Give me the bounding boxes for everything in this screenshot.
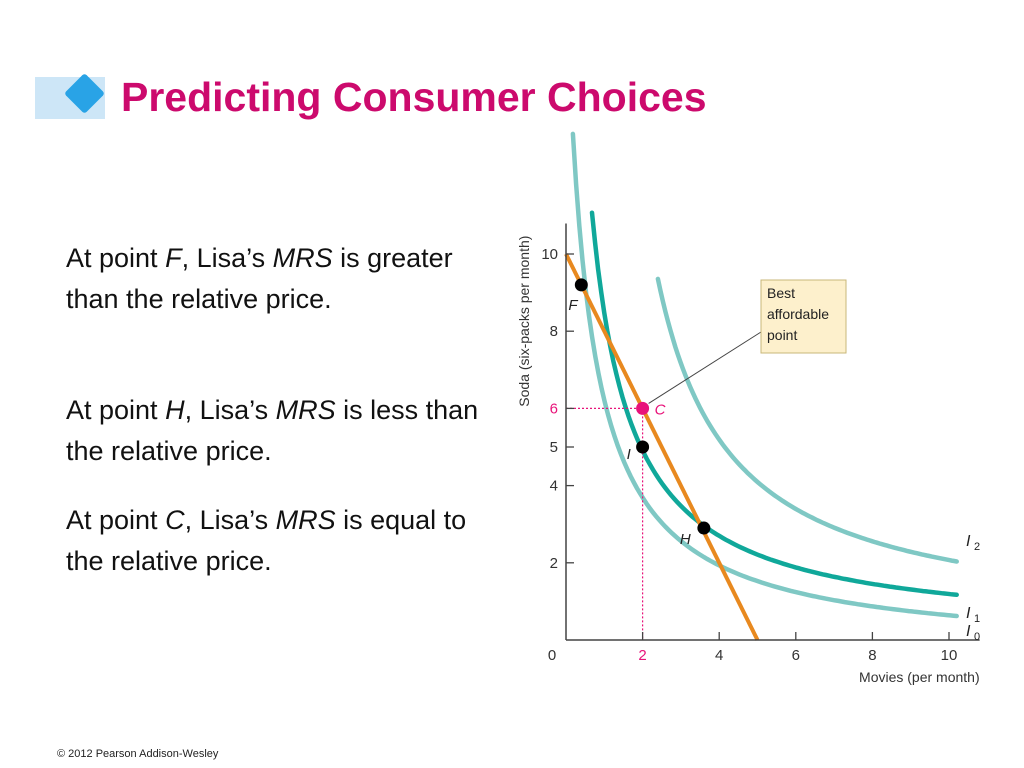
point-f-marker bbox=[574, 278, 588, 292]
callout-text: point bbox=[767, 327, 797, 343]
point-h-label: H bbox=[680, 531, 691, 548]
paragraph-text: At point bbox=[66, 395, 166, 425]
y-tick-label: 2 bbox=[550, 555, 558, 572]
callout-text: Best bbox=[767, 285, 795, 301]
y-tick-label: 4 bbox=[550, 478, 558, 495]
callout-leader-line bbox=[648, 331, 762, 404]
x-tick-label: 0 bbox=[548, 647, 556, 664]
indifference-curve-2 bbox=[655, 276, 959, 564]
point-h-marker bbox=[697, 521, 711, 535]
y-tick-label: 6 bbox=[550, 400, 558, 417]
point-c-marker bbox=[636, 401, 650, 415]
y-tick-label: 5 bbox=[550, 439, 558, 456]
paragraph-point-c: At point C, Lisa’s MRS is equal to the r… bbox=[66, 500, 486, 582]
x-tick-label: 6 bbox=[792, 647, 800, 664]
indifference-curve-1 bbox=[589, 210, 959, 598]
x-tick-label: 4 bbox=[715, 647, 723, 664]
paragraph-point: H bbox=[165, 395, 185, 425]
point-f-label: F bbox=[568, 297, 578, 314]
paragraph-text: is less than the relative price. bbox=[66, 395, 479, 466]
y-tick-label: 8 bbox=[550, 323, 558, 340]
paragraph-term: MRS bbox=[275, 395, 336, 425]
paragraph-text: is equal to the relative price. bbox=[66, 505, 467, 576]
callout-box bbox=[760, 279, 847, 354]
copyright-footer: © 2012 Pearson Addison-Wesley bbox=[57, 748, 219, 760]
x-tick-label: 10 bbox=[941, 647, 958, 664]
paragraph-text: At point bbox=[66, 243, 166, 273]
x-axis-label: Movies (per month) bbox=[859, 669, 980, 685]
point-i-marker bbox=[636, 440, 650, 454]
y-axis-label: Soda (six-packs per month) bbox=[516, 236, 532, 407]
x-tick-label: 8 bbox=[868, 647, 876, 664]
point-c-label: C bbox=[655, 401, 666, 418]
paragraph-point: C bbox=[165, 505, 185, 535]
curve-label-subscript: 2 bbox=[974, 541, 980, 553]
curve-label-name: I bbox=[966, 605, 971, 622]
paragraph-term: MRS bbox=[272, 243, 333, 273]
paragraph-text: is greater than the relative price. bbox=[66, 243, 453, 314]
budget-line bbox=[564, 253, 760, 641]
paragraph-point-f: At point F, Lisa’s MRS is greater than t… bbox=[66, 238, 486, 320]
curve-label-name: I bbox=[966, 623, 971, 640]
paragraph-text: , Lisa’s bbox=[181, 243, 273, 273]
x-tick-label: 2 bbox=[638, 647, 646, 664]
page-title: Predicting Consumer Choices bbox=[121, 74, 707, 120]
paragraph-term: MRS bbox=[275, 505, 336, 535]
callout-text: affordable bbox=[767, 306, 829, 322]
curve-label-subscript: 0 bbox=[974, 631, 980, 643]
paragraph-text: , Lisa’s bbox=[184, 505, 276, 535]
curve-label-subscript: 1 bbox=[974, 613, 980, 625]
y-tick-label: 10 bbox=[541, 246, 558, 263]
indifference-curve-0 bbox=[570, 131, 959, 619]
paragraph-text: At point bbox=[66, 505, 166, 535]
point-i-label: I bbox=[627, 446, 631, 463]
paragraph-point: F bbox=[165, 243, 182, 273]
paragraph-text: , Lisa’s bbox=[184, 395, 276, 425]
paragraph-point-h: At point H, Lisa’s MRS is less than the … bbox=[66, 390, 486, 472]
curve-label-name: I bbox=[966, 533, 971, 550]
